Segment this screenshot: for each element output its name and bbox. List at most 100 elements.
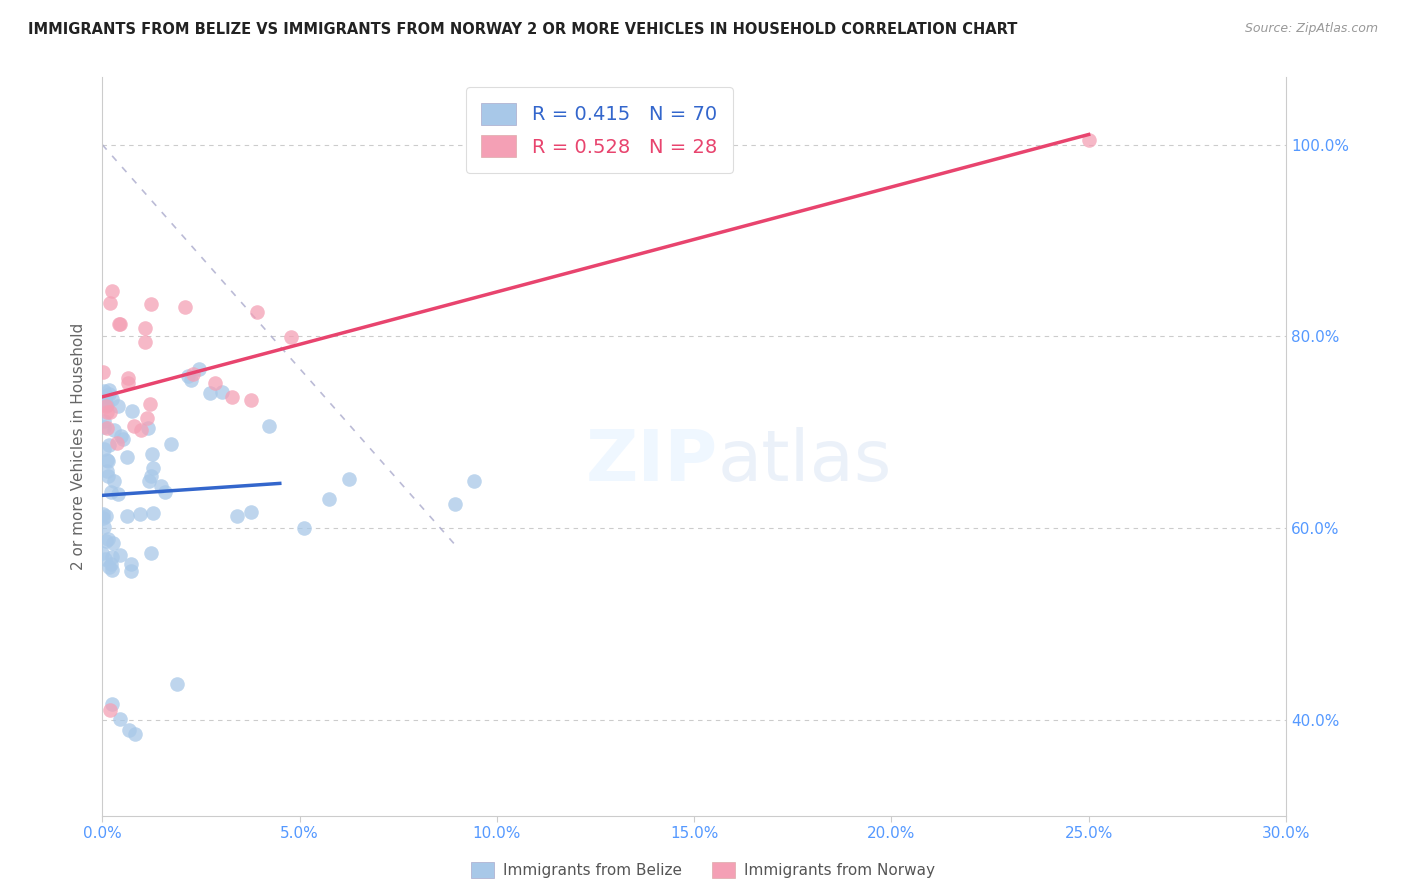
Point xyxy=(98,560,121,574)
Point xyxy=(221,390,243,404)
Point xyxy=(97,454,120,468)
Point xyxy=(108,317,131,331)
Point xyxy=(103,423,125,437)
Point xyxy=(108,549,131,563)
Point xyxy=(136,411,159,425)
Point xyxy=(110,429,132,443)
Point xyxy=(94,509,117,524)
Point xyxy=(98,703,121,717)
Point xyxy=(115,450,138,464)
Point xyxy=(112,433,135,447)
Point xyxy=(280,330,302,344)
Point xyxy=(94,389,117,403)
Point xyxy=(100,698,122,712)
Point xyxy=(142,506,165,520)
Point xyxy=(91,546,114,560)
Point xyxy=(177,369,200,384)
Point xyxy=(98,387,121,401)
Point xyxy=(136,421,159,435)
Point xyxy=(1077,133,1099,147)
Point xyxy=(103,536,125,550)
Point xyxy=(159,437,181,451)
Point xyxy=(187,362,209,376)
Point xyxy=(91,507,114,521)
Point xyxy=(93,552,115,566)
Point xyxy=(91,510,114,524)
Point xyxy=(96,405,118,419)
Point xyxy=(96,421,118,435)
Point xyxy=(117,376,139,390)
Point xyxy=(96,399,118,413)
Text: ZIP: ZIP xyxy=(585,427,717,496)
Point xyxy=(94,533,117,548)
Point xyxy=(93,414,115,428)
Point xyxy=(98,383,121,397)
Point xyxy=(142,461,165,475)
Point xyxy=(139,297,162,311)
Point xyxy=(108,712,131,726)
Point xyxy=(121,403,143,417)
Point xyxy=(239,392,262,407)
Point xyxy=(96,464,118,478)
Point xyxy=(117,509,139,524)
Point xyxy=(120,564,142,578)
Point xyxy=(134,334,156,349)
Point xyxy=(101,563,124,577)
Point xyxy=(122,419,145,434)
Point xyxy=(93,442,115,456)
Point xyxy=(128,507,150,521)
Legend: Immigrants from Belize, Immigrants from Norway: Immigrants from Belize, Immigrants from … xyxy=(464,856,942,884)
Point xyxy=(107,436,129,450)
Point xyxy=(93,384,115,398)
Point xyxy=(97,469,120,483)
Point xyxy=(97,532,120,546)
Point xyxy=(91,365,114,379)
Point xyxy=(108,317,131,331)
Point xyxy=(118,723,141,738)
Point xyxy=(138,475,160,489)
Point xyxy=(100,557,122,571)
Point xyxy=(129,423,152,437)
Point xyxy=(166,677,188,691)
Point xyxy=(174,300,197,314)
Point xyxy=(100,484,122,499)
Legend: R = 0.415   N = 70, R = 0.528   N = 28: R = 0.415 N = 70, R = 0.528 N = 28 xyxy=(465,87,733,173)
Y-axis label: 2 or more Vehicles in Household: 2 or more Vehicles in Household xyxy=(72,323,86,570)
Point xyxy=(239,505,262,519)
Point xyxy=(98,438,121,452)
Point xyxy=(93,394,115,409)
Point xyxy=(139,468,162,483)
Point xyxy=(292,521,315,535)
Text: atlas: atlas xyxy=(717,427,893,496)
Point xyxy=(93,519,115,533)
Point xyxy=(318,491,340,506)
Point xyxy=(180,373,202,387)
Point xyxy=(204,376,226,391)
Point xyxy=(117,371,139,385)
Point xyxy=(93,420,115,434)
Point xyxy=(100,392,122,407)
Text: Source: ZipAtlas.com: Source: ZipAtlas.com xyxy=(1244,22,1378,36)
Point xyxy=(124,726,146,740)
Text: IMMIGRANTS FROM BELIZE VS IMMIGRANTS FROM NORWAY 2 OR MORE VEHICLES IN HOUSEHOLD: IMMIGRANTS FROM BELIZE VS IMMIGRANTS FRO… xyxy=(28,22,1018,37)
Point xyxy=(134,321,156,335)
Point xyxy=(181,367,204,381)
Point xyxy=(101,550,124,565)
Point xyxy=(103,474,125,488)
Point xyxy=(149,478,172,492)
Point xyxy=(98,296,121,310)
Point xyxy=(153,484,176,499)
Point xyxy=(444,497,467,511)
Point xyxy=(463,474,485,488)
Point xyxy=(138,397,160,411)
Point xyxy=(96,452,118,467)
Point xyxy=(139,546,162,560)
Point xyxy=(101,284,124,298)
Point xyxy=(337,472,360,486)
Point xyxy=(120,557,142,571)
Point xyxy=(107,487,129,501)
Point xyxy=(198,386,221,401)
Point xyxy=(211,385,233,400)
Point xyxy=(257,418,280,433)
Point xyxy=(107,399,129,413)
